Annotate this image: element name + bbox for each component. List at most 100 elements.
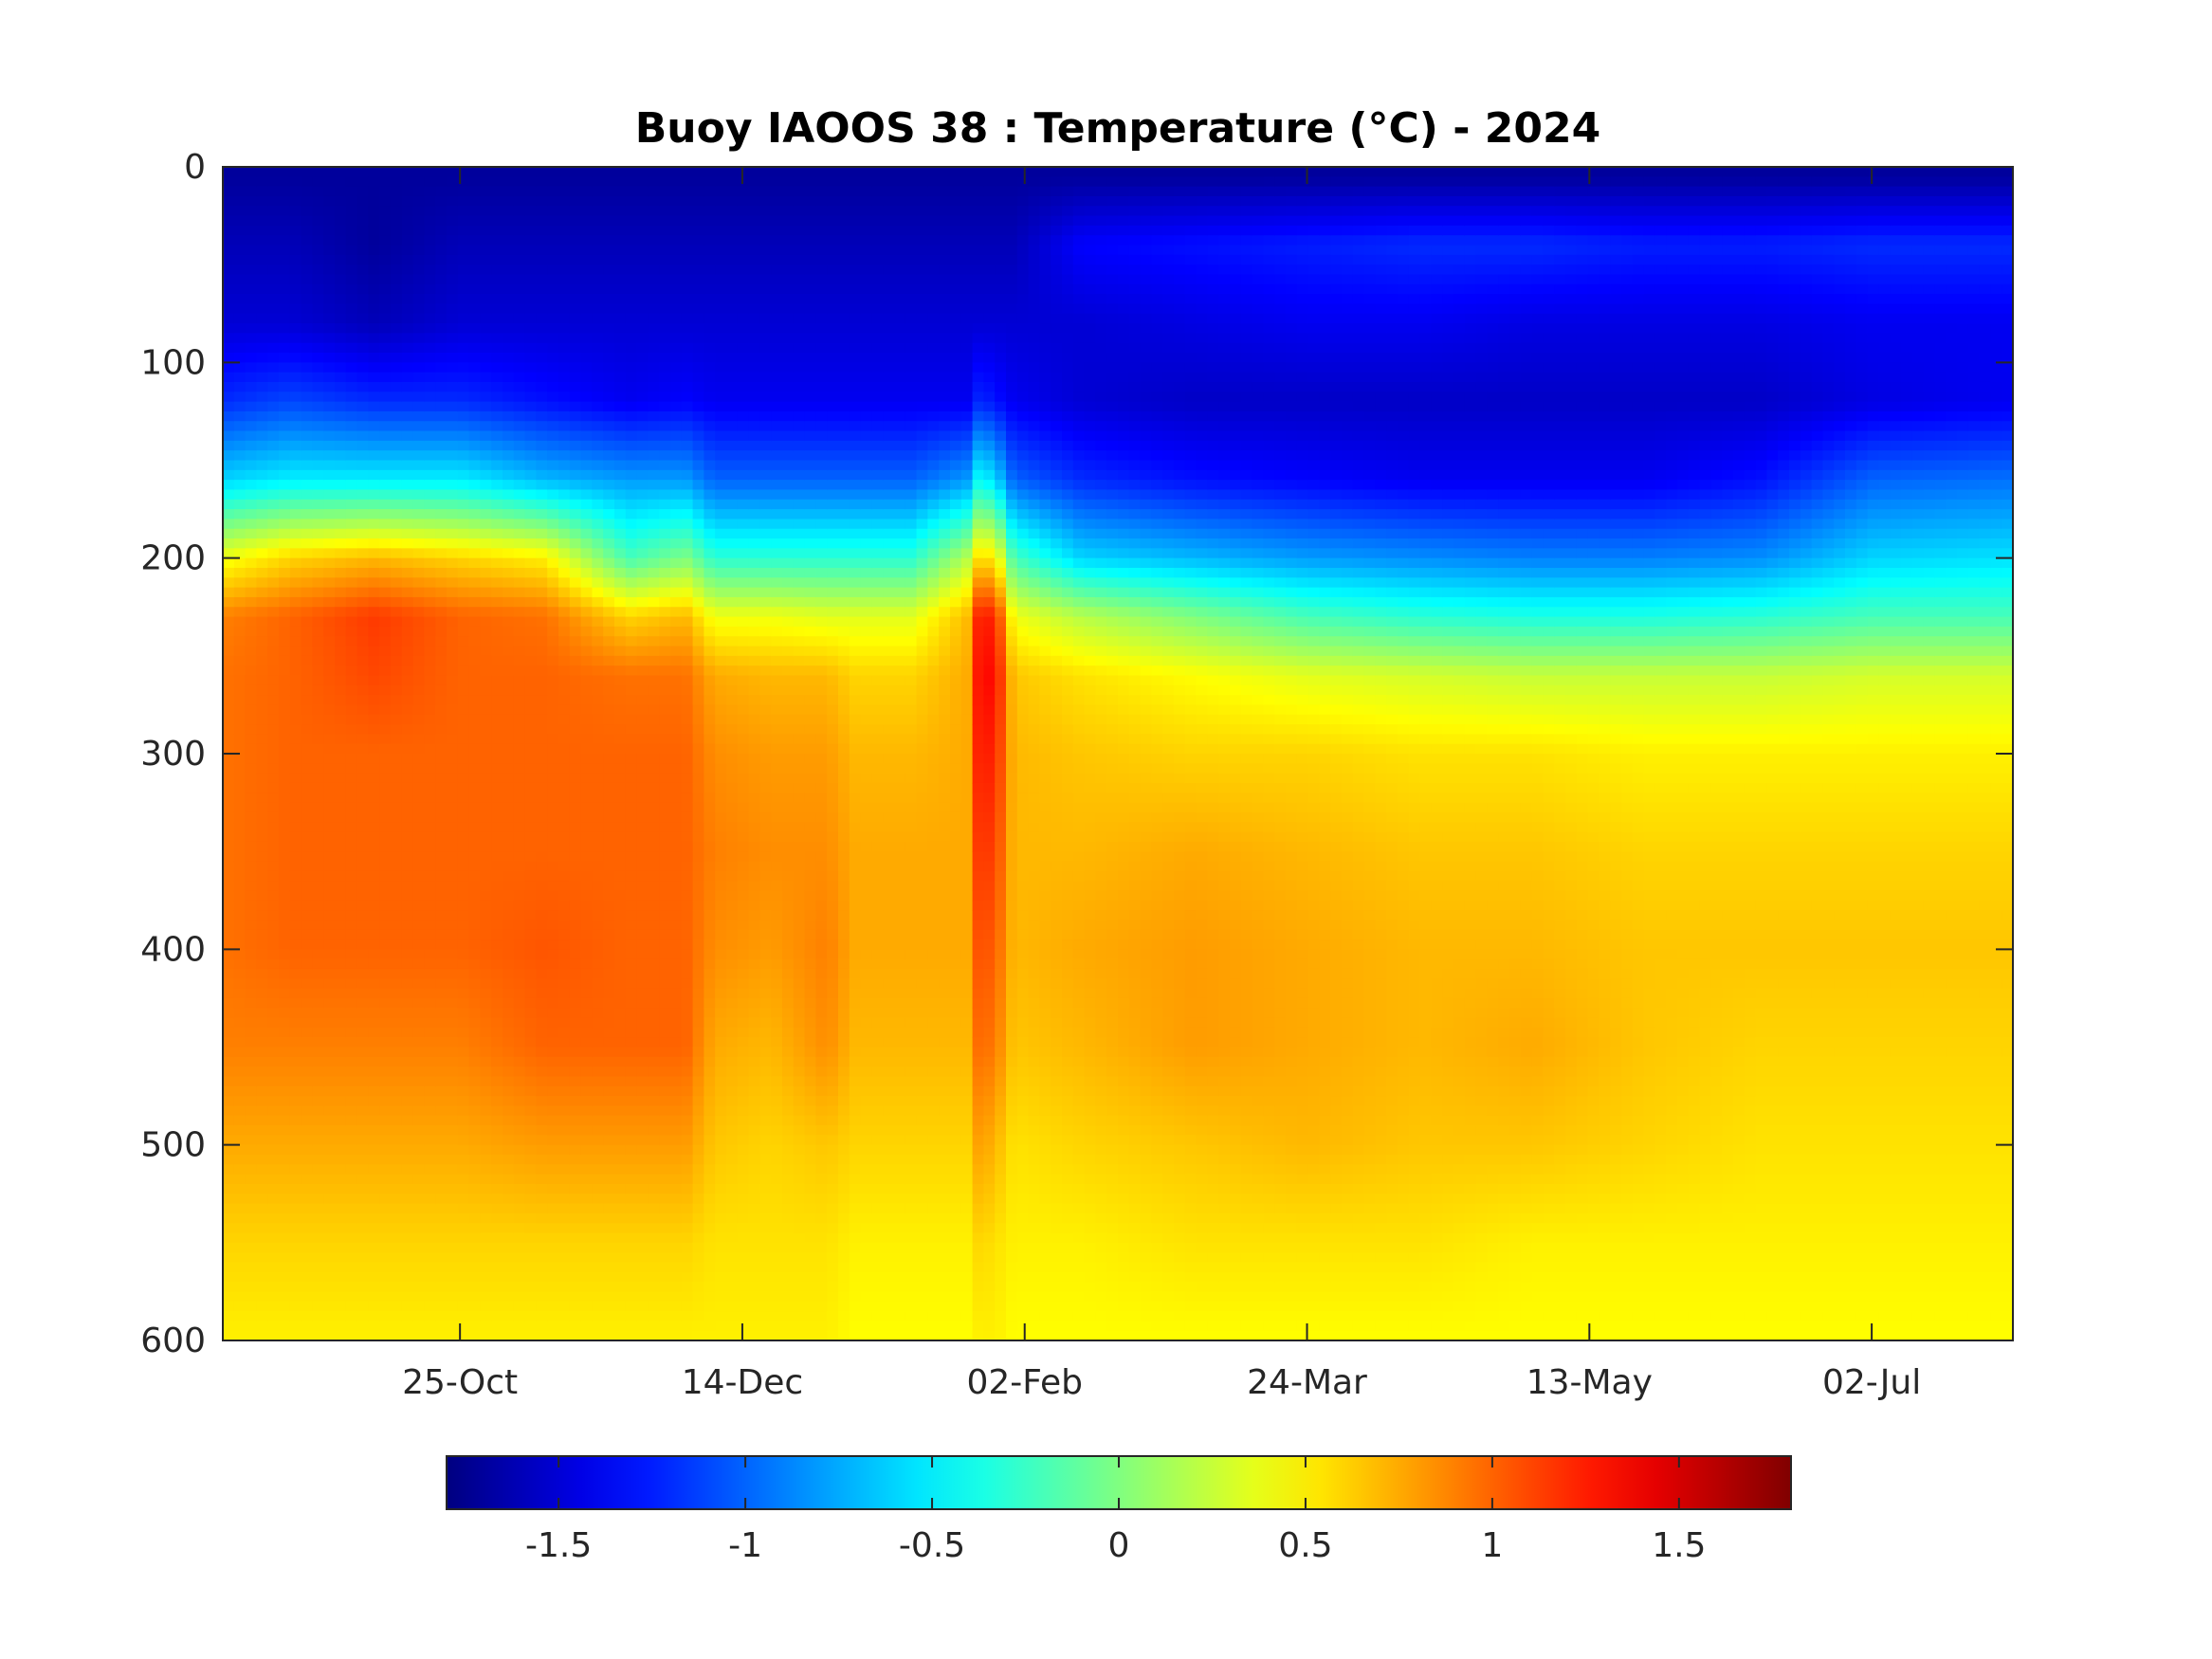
heatmap-cell <box>267 616 280 628</box>
heatmap-cell <box>267 303 280 315</box>
heatmap-cell <box>480 167 492 178</box>
heatmap-cell <box>335 401 347 412</box>
heatmap-cell <box>447 167 459 178</box>
heatmap-cell <box>603 596 615 609</box>
heatmap-cell <box>401 1085 414 1097</box>
heatmap-cell <box>356 929 370 940</box>
heatmap-cell <box>345 254 358 265</box>
heatmap-cell <box>603 910 615 921</box>
heatmap-cell <box>412 313 426 324</box>
heatmap-cell <box>301 587 314 598</box>
heatmap-cell <box>435 1027 448 1038</box>
heatmap-cell <box>401 900 414 911</box>
heatmap-cell <box>335 1252 347 1264</box>
heatmap-cell <box>648 421 660 432</box>
heatmap-cell <box>670 489 683 501</box>
heatmap-cell <box>379 646 392 657</box>
heatmap-cell <box>513 949 526 960</box>
heatmap-cell <box>625 773 638 784</box>
heatmap-cell <box>267 1017 280 1029</box>
heatmap-cell <box>223 1301 235 1312</box>
heatmap-cell <box>513 206 526 217</box>
heatmap-cell <box>223 861 235 872</box>
heatmap-cell <box>457 1105 470 1117</box>
heatmap-cell <box>368 1330 380 1340</box>
heatmap-cell <box>592 949 604 960</box>
heatmap-cell <box>424 978 436 990</box>
heatmap-cell <box>513 264 526 276</box>
heatmap-cell <box>435 1330 448 1340</box>
heatmap-cell <box>289 245 302 256</box>
heatmap-cell <box>447 1056 459 1067</box>
heatmap-cell <box>447 754 459 765</box>
heatmap-cell <box>592 1027 604 1038</box>
heatmap-cell <box>323 1183 336 1195</box>
heatmap-cell <box>345 1330 358 1340</box>
heatmap-cell <box>524 675 538 686</box>
heatmap-cell <box>289 1037 302 1048</box>
heatmap-cell <box>491 235 503 246</box>
heatmap-cell <box>289 851 302 863</box>
heatmap-cell <box>233 802 247 813</box>
heatmap-cell <box>580 655 594 666</box>
heatmap-cell <box>580 489 594 501</box>
heatmap-cell <box>267 577 280 589</box>
heatmap-cell <box>401 1291 414 1303</box>
heatmap-cell <box>503 167 515 178</box>
heatmap-cell <box>603 1301 615 1312</box>
heatmap-cell <box>636 362 649 374</box>
heatmap-cell <box>457 440 470 451</box>
heatmap-cell <box>558 215 571 227</box>
heatmap-cell <box>558 1271 571 1283</box>
heatmap-cell <box>636 782 649 794</box>
heatmap-cell <box>245 254 258 265</box>
heatmap-cell <box>368 225 380 237</box>
heatmap-cell <box>636 743 649 755</box>
heatmap-cell <box>391 1027 403 1038</box>
heatmap-cell <box>468 1037 482 1048</box>
heatmap-cell <box>279 724 291 736</box>
heatmap-cell <box>513 616 526 628</box>
heatmap-cell <box>558 440 571 451</box>
heatmap-cell <box>569 596 582 609</box>
heatmap-cell <box>301 968 314 980</box>
heatmap-cell <box>447 353 459 364</box>
heatmap-cell <box>312 626 324 637</box>
heatmap-cell <box>457 303 470 315</box>
heatmap-cell <box>335 392 347 403</box>
heatmap-cell <box>401 1125 414 1137</box>
heatmap-cell <box>379 206 392 217</box>
heatmap-cell <box>614 1232 627 1244</box>
heatmap-cell <box>345 616 358 628</box>
heatmap-cell <box>279 577 291 589</box>
heatmap-cell <box>345 567 358 579</box>
heatmap-cell <box>468 596 482 609</box>
heatmap-cell <box>659 430 671 442</box>
heatmap-cell <box>648 851 660 863</box>
heatmap-cell <box>513 695 526 706</box>
heatmap-cell <box>625 831 638 843</box>
heatmap-cell <box>447 920 459 931</box>
heatmap-cell <box>569 274 582 285</box>
heatmap-cell <box>335 1194 347 1205</box>
heatmap-cell <box>356 724 370 736</box>
heatmap-cell <box>614 724 627 736</box>
heatmap-cell <box>659 1262 671 1273</box>
heatmap-cell <box>267 665 280 677</box>
heatmap-cell <box>368 313 380 324</box>
heatmap-cell <box>480 303 492 315</box>
heatmap-cell <box>391 811 403 824</box>
heatmap-cell <box>323 274 336 285</box>
heatmap-cell <box>503 460 515 471</box>
heatmap-cell <box>603 353 615 364</box>
heatmap-cell <box>524 469 538 481</box>
heatmap-cell <box>267 1203 280 1214</box>
heatmap-cell <box>424 773 436 784</box>
heatmap-cell <box>301 469 314 481</box>
heatmap-cell <box>480 1252 492 1264</box>
heatmap-cell <box>513 401 526 412</box>
heatmap-cell <box>503 704 515 716</box>
heatmap-cell <box>435 920 448 931</box>
heatmap-cell <box>279 1282 291 1293</box>
heatmap-cell <box>592 646 604 657</box>
